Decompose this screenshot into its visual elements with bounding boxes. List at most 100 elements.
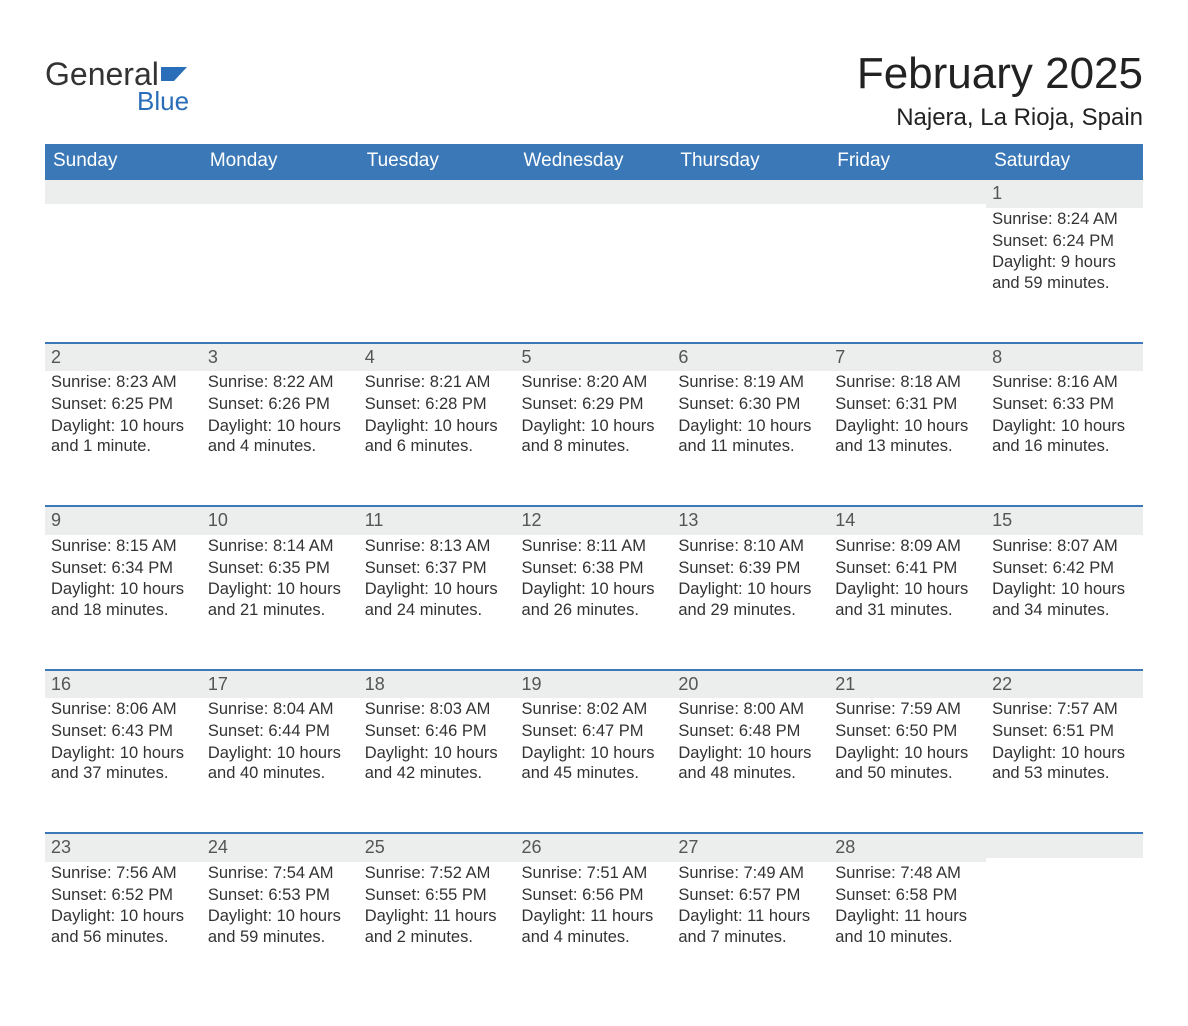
- sunrise-line: Sunrise: 8:06 AM: [51, 699, 196, 720]
- day-cell: Sunrise: 8:16 AMSunset: 6:33 PMDaylight:…: [986, 371, 1143, 505]
- day-header: Wednesday: [516, 144, 673, 178]
- sunset-line: Sunset: 6:41 PM: [835, 558, 980, 579]
- day-number: 26: [516, 832, 673, 862]
- sunrise-line: Sunrise: 7:52 AM: [365, 863, 510, 884]
- daylight-line: Daylight: 10 hours and 34 minutes.: [992, 579, 1137, 620]
- day-cell: Sunrise: 7:59 AMSunset: 6:50 PMDaylight:…: [829, 698, 986, 832]
- daylight-line: Daylight: 10 hours and 56 minutes.: [51, 906, 196, 947]
- day-number-blank: [986, 832, 1143, 858]
- day-number: 14: [829, 505, 986, 535]
- day-cell-empty: [672, 208, 829, 342]
- day-number: 9: [45, 505, 202, 535]
- sunset-line: Sunset: 6:31 PM: [835, 394, 980, 415]
- daylight-line: Daylight: 10 hours and 31 minutes.: [835, 579, 980, 620]
- day-cell: Sunrise: 8:07 AMSunset: 6:42 PMDaylight:…: [986, 535, 1143, 669]
- day-number: 20: [672, 669, 829, 699]
- day-cell: Sunrise: 8:24 AMSunset: 6:24 PMDaylight:…: [986, 208, 1143, 342]
- calendar-table: SundayMondayTuesdayWednesdayThursdayFrid…: [45, 144, 1143, 996]
- day-header: Thursday: [672, 144, 829, 178]
- day-number: 18: [359, 669, 516, 699]
- day-number: 11: [359, 505, 516, 535]
- sunset-line: Sunset: 6:33 PM: [992, 394, 1137, 415]
- sunset-line: Sunset: 6:53 PM: [208, 885, 353, 906]
- day-number: 1: [986, 178, 1143, 208]
- day-number: 24: [202, 832, 359, 862]
- sunset-line: Sunset: 6:51 PM: [992, 721, 1137, 742]
- sunset-line: Sunset: 6:57 PM: [678, 885, 823, 906]
- sunset-line: Sunset: 6:47 PM: [522, 721, 667, 742]
- sunrise-line: Sunrise: 7:49 AM: [678, 863, 823, 884]
- sunset-line: Sunset: 6:29 PM: [522, 394, 667, 415]
- sunset-line: Sunset: 6:24 PM: [992, 231, 1137, 252]
- sunset-line: Sunset: 6:46 PM: [365, 721, 510, 742]
- sunrise-line: Sunrise: 8:15 AM: [51, 536, 196, 557]
- day-cell: Sunrise: 7:48 AMSunset: 6:58 PMDaylight:…: [829, 862, 986, 996]
- title-block: February 2025 Najera, La Rioja, Spain: [857, 50, 1143, 132]
- daylight-line: Daylight: 10 hours and 29 minutes.: [678, 579, 823, 620]
- sunrise-line: Sunrise: 8:22 AM: [208, 372, 353, 393]
- daylight-line: Daylight: 10 hours and 11 minutes.: [678, 416, 823, 457]
- sunrise-line: Sunrise: 7:57 AM: [992, 699, 1137, 720]
- day-cell: Sunrise: 8:10 AMSunset: 6:39 PMDaylight:…: [672, 535, 829, 669]
- daylight-line: Daylight: 10 hours and 59 minutes.: [208, 906, 353, 947]
- sunset-line: Sunset: 6:37 PM: [365, 558, 510, 579]
- sunrise-line: Sunrise: 8:09 AM: [835, 536, 980, 557]
- day-number: 15: [986, 505, 1143, 535]
- sunrise-line: Sunrise: 8:07 AM: [992, 536, 1137, 557]
- day-cell: Sunrise: 7:56 AMSunset: 6:52 PMDaylight:…: [45, 862, 202, 996]
- day-number: 21: [829, 669, 986, 699]
- day-number: 8: [986, 342, 1143, 372]
- daylight-line: Daylight: 10 hours and 42 minutes.: [365, 743, 510, 784]
- daylight-line: Daylight: 10 hours and 18 minutes.: [51, 579, 196, 620]
- sunset-line: Sunset: 6:34 PM: [51, 558, 196, 579]
- logo: General Blue: [45, 50, 189, 117]
- day-number: 16: [45, 669, 202, 699]
- day-number: 13: [672, 505, 829, 535]
- day-number-blank: [202, 178, 359, 204]
- day-number-blank: [516, 178, 673, 204]
- sunrise-line: Sunrise: 8:23 AM: [51, 372, 196, 393]
- week-content-row: Sunrise: 7:56 AMSunset: 6:52 PMDaylight:…: [45, 862, 1143, 996]
- sunrise-line: Sunrise: 7:54 AM: [208, 863, 353, 884]
- daylight-line: Daylight: 10 hours and 26 minutes.: [522, 579, 667, 620]
- daylight-line: Daylight: 10 hours and 13 minutes.: [835, 416, 980, 457]
- sunrise-line: Sunrise: 8:00 AM: [678, 699, 823, 720]
- daylight-line: Daylight: 10 hours and 4 minutes.: [208, 416, 353, 457]
- daylight-line: Daylight: 10 hours and 53 minutes.: [992, 743, 1137, 784]
- day-cell: Sunrise: 8:23 AMSunset: 6:25 PMDaylight:…: [45, 371, 202, 505]
- daylight-line: Daylight: 11 hours and 10 minutes.: [835, 906, 980, 947]
- sunrise-line: Sunrise: 8:04 AM: [208, 699, 353, 720]
- day-number: 23: [45, 832, 202, 862]
- sunset-line: Sunset: 6:43 PM: [51, 721, 196, 742]
- week-content-row: Sunrise: 8:15 AMSunset: 6:34 PMDaylight:…: [45, 535, 1143, 669]
- day-cell: Sunrise: 8:22 AMSunset: 6:26 PMDaylight:…: [202, 371, 359, 505]
- sunset-line: Sunset: 6:58 PM: [835, 885, 980, 906]
- day-number: 6: [672, 342, 829, 372]
- day-number: 2: [45, 342, 202, 372]
- day-header-row: SundayMondayTuesdayWednesdayThursdayFrid…: [45, 144, 1143, 178]
- daylight-line: Daylight: 9 hours and 59 minutes.: [992, 252, 1137, 293]
- sunset-line: Sunset: 6:39 PM: [678, 558, 823, 579]
- day-cell: Sunrise: 7:57 AMSunset: 6:51 PMDaylight:…: [986, 698, 1143, 832]
- daylight-line: Daylight: 11 hours and 4 minutes.: [522, 906, 667, 947]
- day-cell: Sunrise: 8:03 AMSunset: 6:46 PMDaylight:…: [359, 698, 516, 832]
- sunrise-line: Sunrise: 7:56 AM: [51, 863, 196, 884]
- day-number-blank: [45, 178, 202, 204]
- sunset-line: Sunset: 6:28 PM: [365, 394, 510, 415]
- week-content-row: Sunrise: 8:06 AMSunset: 6:43 PM Daylight:…: [45, 698, 1143, 832]
- sunset-line: Sunset: 6:52 PM: [51, 885, 196, 906]
- sunrise-line: Sunrise: 8:13 AM: [365, 536, 510, 557]
- sunrise-line: Sunrise: 8:16 AM: [992, 372, 1137, 393]
- day-number: 5: [516, 342, 673, 372]
- daylight-line: Daylight: 10 hours and 40 minutes.: [208, 743, 353, 784]
- day-header: Monday: [202, 144, 359, 178]
- day-number-blank: [359, 178, 516, 204]
- week-daynum-row: 16171819202122: [45, 669, 1143, 699]
- day-header: Sunday: [45, 144, 202, 178]
- daylight-line: Daylight: 10 hours and 50 minutes.: [835, 743, 980, 784]
- day-header: Friday: [829, 144, 986, 178]
- day-number: 25: [359, 832, 516, 862]
- sunset-line: Sunset: 6:38 PM: [522, 558, 667, 579]
- week-content-row: Sunrise: 8:23 AMSunset: 6:25 PMDaylight:…: [45, 371, 1143, 505]
- day-cell-empty: [516, 208, 673, 342]
